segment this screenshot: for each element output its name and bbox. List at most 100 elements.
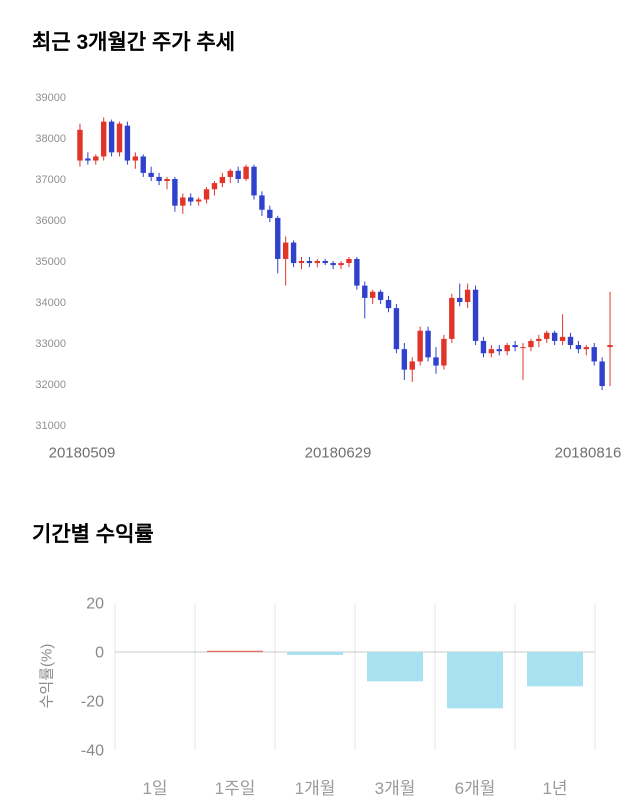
candle-body	[575, 345, 582, 350]
candle-body	[488, 349, 495, 354]
candle-body	[457, 297, 463, 302]
candle-body	[472, 289, 479, 341]
price-axis-ytick: 32000	[35, 379, 66, 391]
candle-body	[298, 261, 305, 264]
candle-body	[282, 242, 289, 259]
price-axis-xtick: 20180629	[305, 444, 372, 461]
candle-body	[528, 340, 534, 348]
returns-axis-xtick: 1년	[542, 779, 567, 798]
candle-body	[140, 156, 146, 173]
price-trend-title: 최근 3개월간 주가 추세	[32, 31, 236, 54]
candle-body	[520, 347, 526, 349]
candle-body	[480, 340, 487, 354]
candle-body	[227, 170, 233, 177]
candle-body	[85, 158, 91, 161]
returns-axis-xtick: 6개월	[455, 779, 496, 798]
price-axis-ytick: 34000	[35, 297, 66, 309]
candle-body	[195, 199, 202, 202]
candle-body	[259, 195, 265, 210]
return-bar	[207, 650, 263, 652]
return-bar	[367, 652, 423, 682]
candle-body	[267, 209, 273, 218]
price-axis-xtick: 20180816	[555, 444, 622, 461]
returns-axis-xtick: 3개월	[375, 779, 416, 798]
candle-body	[251, 166, 257, 196]
candle-body	[536, 338, 542, 341]
candle-body	[180, 197, 186, 206]
candle-body	[409, 361, 415, 370]
candle-body	[314, 261, 321, 264]
candle-body	[330, 263, 336, 266]
candle-body	[290, 242, 297, 264]
price-axis-xtick: 20180509	[49, 444, 116, 461]
candle-body	[93, 156, 99, 161]
candle-body	[108, 121, 115, 153]
candle-body	[433, 357, 439, 366]
return-bar	[447, 652, 503, 709]
returns-axis-xtick: 1주일	[215, 779, 256, 798]
candle-body	[607, 345, 613, 348]
returns-axis-ytick: -20	[81, 694, 104, 711]
candle-body	[567, 336, 574, 346]
candle-body	[393, 308, 400, 350]
candle-body	[464, 289, 471, 302]
returns-axis-xtick: 1일	[142, 779, 167, 798]
candle-body	[243, 166, 249, 179]
price-axis-ytick: 31000	[35, 420, 66, 432]
candle-body	[417, 330, 423, 362]
price-axis-ytick: 37000	[35, 174, 66, 186]
candle-body	[306, 261, 313, 264]
price-axis-ytick: 36000	[35, 215, 66, 227]
price-axis-ytick: 35000	[35, 256, 66, 268]
candle-body	[346, 258, 352, 264]
candle-body	[100, 121, 107, 157]
candle-body	[188, 197, 194, 202]
period-returns-title: 기간별 수익률	[32, 523, 154, 546]
candle-body	[377, 291, 384, 300]
returns-axis-ytick: -40	[81, 743, 104, 760]
price-axis-ytick: 39000	[35, 92, 66, 104]
candle-body	[322, 261, 328, 264]
candle-body	[211, 183, 218, 190]
returns-axis-title: 수익률(%)	[38, 644, 55, 709]
candle-body	[275, 217, 281, 259]
candle-body	[591, 347, 597, 362]
price-axis-ytick: 33000	[35, 338, 66, 350]
returns-axis-ytick: 0	[95, 645, 104, 662]
candle-body	[401, 349, 408, 370]
candle-body	[559, 336, 566, 341]
candle-body	[504, 345, 510, 352]
candle-body	[164, 179, 170, 182]
candle-body	[124, 125, 131, 161]
return-bar	[287, 652, 343, 655]
candle-body	[235, 170, 241, 179]
candle-body	[496, 349, 502, 352]
candle-body	[544, 332, 550, 339]
candle-body	[354, 258, 360, 286]
candlestick-chart: 39000 38000 37000 36000 35000 34000 33000 32000…	[35, 92, 622, 461]
candle-body	[583, 347, 590, 350]
candle-body	[148, 172, 154, 177]
candle-body	[425, 330, 431, 358]
candle-body	[156, 176, 162, 182]
candle-body	[77, 129, 83, 161]
candle-body	[385, 299, 392, 309]
returns-bar-chart: 20 0 -20 -40 수익률(%) 1일 1주일 1개월 3개월 6개월 1년	[38, 596, 596, 798]
candle-body	[551, 332, 558, 341]
returns-axis-ytick: 20	[86, 596, 104, 613]
candle-body	[219, 176, 226, 184]
candle-body	[441, 338, 447, 366]
candle-body	[362, 285, 368, 298]
candle-body	[449, 297, 455, 339]
candle-body	[599, 361, 605, 387]
price-axis-ytick: 38000	[35, 133, 66, 145]
returns-axis-xtick: 1개월	[295, 779, 336, 798]
candle-body	[172, 179, 178, 206]
candle-body	[512, 345, 518, 348]
return-bar	[527, 652, 583, 687]
candle-body	[116, 123, 123, 153]
candle-body	[203, 189, 210, 200]
candle-body	[338, 263, 344, 266]
candle-body	[369, 291, 376, 298]
